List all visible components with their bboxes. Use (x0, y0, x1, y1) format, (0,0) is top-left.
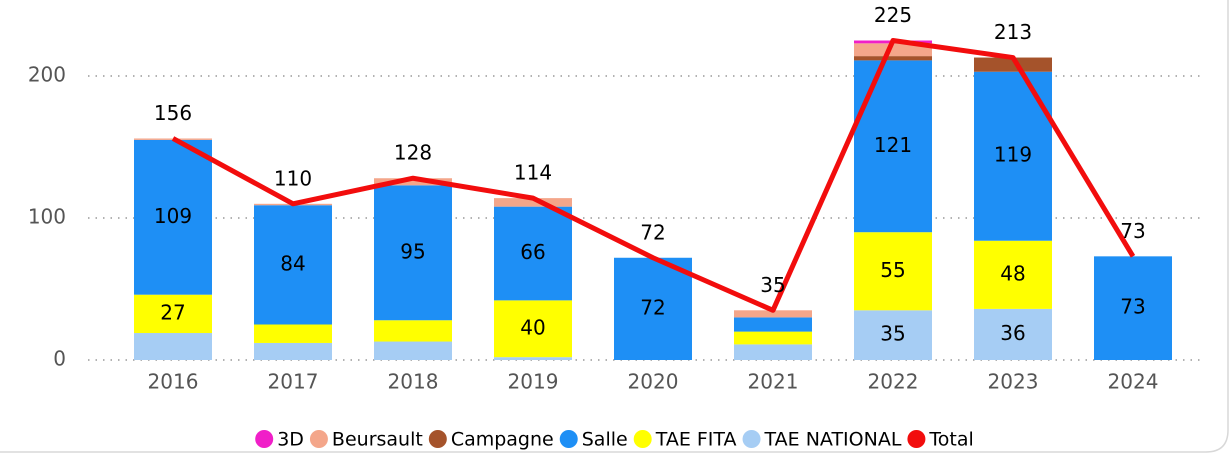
bar-segment (974, 57, 1052, 72)
bar-label: 84 (280, 251, 305, 275)
legend-label: Beursault (332, 429, 423, 451)
legend-marker (907, 430, 926, 448)
legend-marker (309, 430, 328, 448)
bar-label: 109 (154, 204, 192, 228)
x-tick-label: 2016 (148, 370, 199, 394)
bar-label: 40 (520, 315, 545, 339)
bar-segment (734, 331, 812, 345)
line-label: 156 (154, 101, 192, 125)
legend-label: Salle (582, 429, 628, 451)
line-label: 225 (874, 3, 912, 27)
bar-segment (374, 185, 452, 321)
legend-marker (633, 430, 652, 448)
bar-label: 66 (520, 240, 545, 264)
x-tick-label: 2020 (628, 370, 679, 394)
bar-segment (134, 294, 212, 334)
line-label: 110 (274, 166, 312, 190)
bar-label: 72 (640, 295, 665, 319)
line-label: 35 (760, 273, 785, 297)
bar-segment (854, 232, 932, 311)
legend-marker (742, 430, 761, 448)
line-label: 213 (994, 20, 1032, 44)
bar-label: 95 (400, 239, 425, 263)
bar-segment (494, 198, 572, 207)
legend-marker (559, 430, 578, 448)
bar-segment (494, 300, 572, 358)
line-label: 72 (640, 220, 665, 244)
legend-marker (255, 430, 274, 448)
bar-label: 121 (874, 133, 912, 157)
bar-label: 55 (880, 258, 905, 282)
bar-segment (494, 357, 572, 360)
y-tick-label: 0 (53, 347, 66, 371)
bar-segment (374, 178, 452, 186)
legend-label: 3D (277, 429, 304, 451)
bar-segment (254, 205, 332, 325)
legend-label: Campagne (451, 429, 554, 451)
x-tick-label: 2022 (868, 370, 919, 394)
bar-segment (374, 341, 452, 360)
bar-segment (734, 317, 812, 332)
bar-segment (854, 56, 932, 61)
x-tick-label: 2018 (388, 370, 439, 394)
legend-marker (428, 430, 447, 448)
total-line (171, 38, 1136, 313)
bar-segment (254, 324, 332, 343)
bar-label: 27 (160, 300, 185, 324)
legend-label: Total (928, 429, 973, 451)
bar-segment (974, 308, 1052, 360)
bar-label: 73 (1120, 295, 1145, 319)
bar-segment (1094, 256, 1172, 360)
y-tick-label: 200 (28, 63, 66, 87)
bar-segment (134, 333, 212, 360)
bar-label: 36 (1000, 321, 1025, 345)
x-tick-label: 2017 (268, 370, 319, 394)
line-label: 114 (514, 161, 552, 185)
x-tick-label: 2024 (1108, 370, 1159, 394)
bar-segment (854, 60, 932, 233)
x-tick-label: 2021 (748, 370, 799, 394)
bar-segment (374, 320, 452, 342)
bar-segment (734, 310, 812, 318)
legend-label: TAE FITA (655, 429, 737, 451)
x-tick-label: 2023 (988, 370, 1039, 394)
line-label: 128 (394, 141, 432, 165)
bar-segment (494, 206, 572, 301)
bar-segment (134, 139, 212, 295)
bar-segment (974, 240, 1052, 309)
bar-label: 35 (880, 322, 905, 346)
y-tick-label: 100 (28, 205, 66, 229)
bar-segment (254, 342, 332, 360)
bar-segment (614, 257, 692, 360)
bar-segment (854, 310, 932, 360)
legend-label: TAE NATIONAL (764, 429, 902, 451)
bar-label: 48 (1000, 261, 1025, 285)
bar-label: 119 (994, 143, 1032, 167)
line-label: 73 (1120, 219, 1145, 243)
bar-segment (734, 344, 812, 360)
bar-segment (854, 43, 932, 57)
x-tick-label: 2019 (508, 370, 559, 394)
